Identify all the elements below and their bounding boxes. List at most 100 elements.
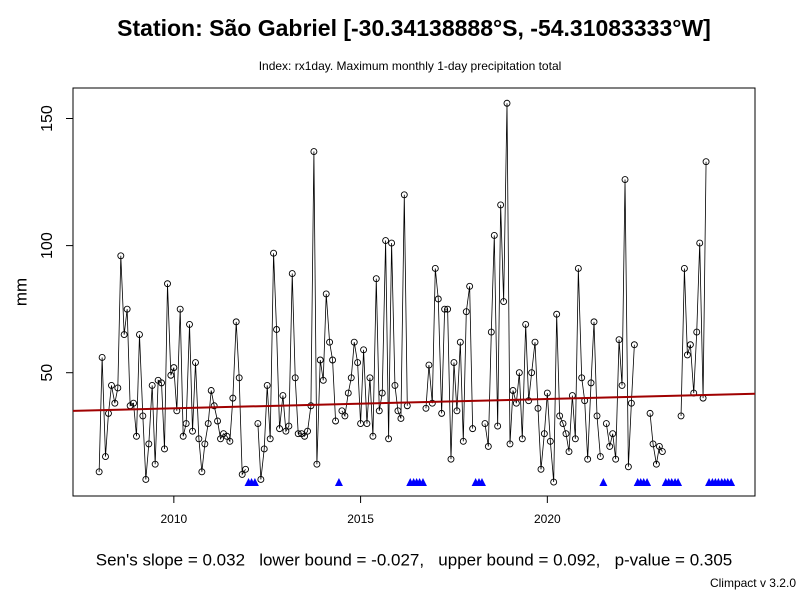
- data-point: [584, 455, 592, 463]
- data-point: [609, 430, 617, 438]
- data-point: [238, 470, 246, 478]
- data-point: [487, 328, 495, 336]
- data-point: [332, 417, 340, 425]
- data-point: [316, 356, 324, 364]
- missing-marker: [477, 478, 486, 486]
- data-point: [434, 295, 442, 303]
- data-point: [593, 412, 601, 420]
- data-point: [354, 359, 362, 366]
- data-point: [139, 412, 147, 420]
- data-point: [229, 394, 237, 402]
- data-point: [111, 399, 119, 407]
- data-point: [148, 381, 156, 389]
- data-point: [189, 427, 196, 435]
- data-point: [646, 409, 654, 417]
- data-point: [350, 338, 358, 346]
- x-tick-label: 2010: [160, 512, 187, 526]
- data-point: [322, 290, 330, 298]
- data-point: [546, 437, 554, 445]
- data-point: [540, 430, 548, 438]
- data-point: [363, 420, 371, 428]
- data-point: [182, 420, 190, 428]
- data-point: [326, 338, 334, 346]
- data-point: [562, 430, 570, 438]
- data-point: [263, 381, 271, 389]
- data-point: [696, 239, 704, 247]
- data-point: [469, 425, 477, 433]
- data-point: [652, 460, 660, 468]
- data-point: [677, 412, 685, 420]
- data-point: [683, 351, 691, 359]
- data-point: [506, 440, 514, 448]
- data-point: [369, 432, 377, 440]
- data-point: [618, 381, 626, 389]
- footnote: Sen's slope = 0.032 lower bound = -0.027…: [96, 550, 733, 569]
- data-point: [385, 435, 393, 443]
- data-point: [400, 191, 408, 199]
- data-point: [590, 318, 598, 326]
- x-tick-label: 2015: [347, 512, 374, 526]
- data-point: [497, 201, 505, 209]
- data-point: [260, 445, 268, 453]
- data-point: [347, 374, 355, 382]
- data-point: [578, 374, 586, 382]
- data-point: [201, 440, 209, 448]
- data-point: [596, 453, 604, 461]
- missing-marker: [727, 478, 736, 486]
- data-point: [553, 310, 561, 318]
- x-tick-label: 2020: [534, 512, 561, 526]
- data-point: [450, 359, 458, 366]
- data-point: [537, 465, 545, 473]
- y-tick-label: 100: [39, 232, 56, 259]
- data-point: [136, 331, 143, 339]
- data-point: [176, 305, 184, 313]
- data-point: [207, 387, 215, 394]
- data-point: [378, 389, 386, 397]
- data-point: [503, 99, 511, 107]
- data-point: [494, 422, 502, 430]
- data-point: [481, 420, 489, 428]
- data-point: [624, 463, 632, 471]
- data-point: [123, 305, 131, 313]
- data-point: [232, 318, 240, 326]
- data-point: [158, 379, 165, 387]
- data-point: [447, 455, 455, 463]
- data-point: [500, 298, 508, 305]
- data-point: [198, 468, 206, 476]
- data-point: [133, 432, 140, 440]
- data-point: [279, 392, 287, 400]
- data-point: [257, 476, 265, 483]
- data-point: [285, 422, 293, 430]
- y-axis-label: mm: [11, 278, 30, 306]
- data-point: [550, 478, 558, 486]
- data-point: [515, 369, 523, 377]
- data-point: [276, 425, 283, 433]
- data-point: [130, 399, 137, 407]
- data-point: [556, 412, 564, 420]
- credit: Climpact v 3.2.0: [710, 576, 796, 590]
- data-point: [151, 460, 159, 468]
- data-point: [388, 239, 396, 247]
- data-point: [444, 305, 452, 313]
- data-point: [615, 336, 623, 344]
- data-point: [525, 397, 533, 405]
- data-point: [319, 376, 327, 384]
- data-point: [428, 399, 436, 407]
- data-point: [375, 407, 383, 415]
- data-point: [528, 369, 536, 377]
- data-point: [338, 407, 346, 415]
- data-point: [372, 275, 380, 283]
- data-line: [98, 103, 707, 483]
- data-point: [95, 468, 103, 476]
- data-point: [518, 435, 526, 443]
- data-point: [453, 407, 461, 415]
- data-point: [288, 270, 296, 278]
- data-point: [329, 356, 337, 364]
- data-point: [431, 265, 439, 272]
- data-point: [462, 308, 470, 316]
- data-point: [270, 249, 278, 257]
- data-point: [344, 389, 352, 397]
- data-point: [102, 453, 109, 461]
- plot-frame: [72, 87, 756, 497]
